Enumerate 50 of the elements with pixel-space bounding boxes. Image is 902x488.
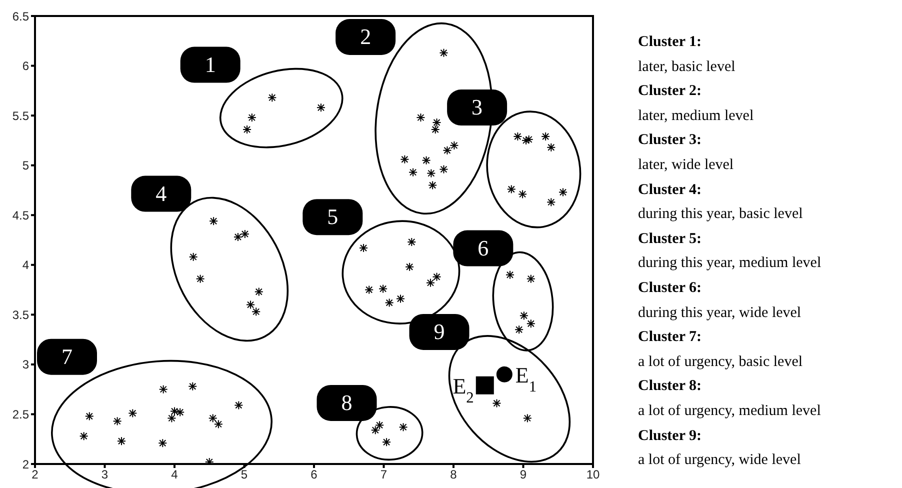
text: Cluster 4:	[638, 180, 702, 200]
point	[476, 376, 494, 394]
point	[496, 366, 512, 382]
text: Cluster 9:	[638, 426, 702, 446]
x-tick-label: 9	[520, 468, 527, 482]
text: during this year, basic level	[638, 205, 804, 224]
text: during this year, wide level	[638, 304, 802, 323]
text: later, basic level	[638, 58, 736, 77]
text: later, medium level	[638, 106, 755, 126]
x-tick-label: 5	[240, 468, 248, 482]
y-tick-label: 5	[22, 158, 30, 173]
text: 4	[156, 180, 167, 206]
text: later, wide level	[638, 156, 735, 175]
text: 9	[434, 318, 445, 344]
x-tick-label: 10	[586, 468, 600, 482]
x-tick-label: 7	[380, 468, 388, 482]
text: Cluster 3:	[638, 131, 702, 150]
x-tick-label: 2	[32, 468, 39, 482]
x-tick-label: 3	[101, 468, 108, 482]
x-tick-label: 8	[450, 468, 458, 482]
text: Cluster 1:	[638, 33, 702, 52]
y-tick-label: 2.5	[12, 407, 30, 422]
y-tick-label: 2	[22, 457, 30, 472]
text: 7	[62, 344, 72, 369]
text: Cluster 7:	[638, 328, 702, 348]
y-tick-label: 3	[22, 358, 30, 372]
y-tick-label: 3.5	[12, 308, 30, 322]
y-tick-label: 6	[22, 59, 30, 74]
y-tick-label: 4	[22, 258, 30, 272]
series-label: E$_{2}$	[452, 373, 474, 406]
series-label: 6	[478, 235, 489, 260]
series-label: 3	[472, 94, 483, 120]
x-tick-label: 4	[171, 468, 178, 482]
text: Cluster 5:	[638, 230, 702, 249]
text: during this year, medium level	[638, 254, 822, 274]
text: Cluster 8:	[638, 377, 702, 396]
series-label: 8	[341, 390, 352, 415]
text: Cluster 6:	[638, 278, 702, 298]
x-tick-label: 6	[310, 468, 318, 482]
text: a lot of urgency, wide level	[638, 451, 802, 470]
text: a lot of urgency, basic level	[638, 352, 804, 372]
series-label: E$_{1}$	[515, 362, 537, 395]
text: 1	[204, 52, 216, 77]
y-tick-label: 4.5	[12, 208, 30, 222]
series-label: 5	[327, 204, 338, 230]
y-tick-label: 5.5	[12, 108, 30, 123]
y-tick-label: 6.5	[12, 9, 30, 24]
text: a lot of urgency, medium level	[638, 402, 822, 421]
text: Cluster 2:	[638, 82, 702, 102]
text: 2	[360, 24, 372, 49]
